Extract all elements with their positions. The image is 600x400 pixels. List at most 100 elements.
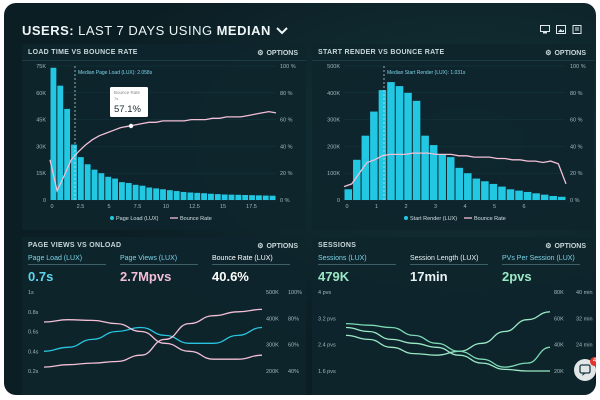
y-mid-tick-label: 40K <box>554 343 564 349</box>
kpi-value: 2.7Mpvs <box>120 269 172 284</box>
load-time-chart[interactable]: 75K 60K 45K 30K 15K 0 100 % 80 % 60 % 40 % 20 % 0 %… <box>22 44 306 230</box>
bar <box>353 159 361 200</box>
options-label: OPTIONS <box>554 242 586 250</box>
x-tick-label: 15 <box>220 204 226 210</box>
y-tick-label: 0.6s <box>28 330 39 336</box>
dashboard-header[interactable]: USERS: LAST 7 DAYS USING MEDIAN <box>22 23 288 38</box>
page-views-options[interactable]: ⚙ OPTIONS <box>257 242 298 251</box>
y-tick-label: 200K <box>327 144 340 150</box>
y-tick-label: 1s <box>28 290 34 296</box>
bar <box>242 194 249 200</box>
start-render-options[interactable]: ⚙ OPTIONS <box>545 49 586 58</box>
chevron-down-icon[interactable] <box>276 26 288 35</box>
panel-divider <box>312 60 594 61</box>
y-right-tick-label: 32 min <box>576 316 593 322</box>
x-tick-label: 0 <box>50 204 53 210</box>
y-right-tick-label: 40 % <box>570 144 583 150</box>
bar <box>50 67 57 200</box>
tooltip-value: 57.1% <box>114 104 141 115</box>
bar <box>523 191 532 200</box>
y-tick-label: 2.4 pvs <box>318 343 336 349</box>
kpi-value: 0.7s <box>28 269 54 284</box>
y-right-tick-label: 100% <box>288 290 302 296</box>
bar <box>91 169 98 200</box>
image-icon[interactable] <box>556 25 566 34</box>
y-tick-label: 0.8s <box>28 310 39 316</box>
bar <box>194 192 201 200</box>
options-label: OPTIONS <box>266 242 298 250</box>
y-right-tick-label: 40 min <box>576 290 593 296</box>
bar <box>395 86 404 200</box>
y-mid-tick-label: 60K <box>554 316 564 322</box>
bar <box>112 178 118 200</box>
bar <box>118 182 125 200</box>
y-tick-label: 15K <box>36 171 46 177</box>
y-mid-tick-label: 200K <box>266 369 279 375</box>
bar <box>180 191 187 200</box>
gear-icon: ⚙ <box>257 50 264 57</box>
x-tick-label: 2.5 <box>77 204 85 210</box>
y-tick-label: 4 pvs <box>318 290 331 296</box>
kpi-label: Bounce Rate (LUX) <box>212 255 290 265</box>
y-tick-label: 300K <box>327 118 340 124</box>
bar <box>166 190 173 200</box>
sessions-chart[interactable]: 4 pvs 3.2 pvs 2.4 pvs 1.6 pvs 80K 60K 40K 20K 40… <box>312 237 594 395</box>
sessions-panel: SESSIONS ⚙ OPTIONS Sessions (LUX) 479K Se… <box>312 237 594 395</box>
y-right-tick-label: 20 % <box>570 171 583 177</box>
x-tick-label: 10 <box>163 204 169 210</box>
gear-icon: ⚙ <box>545 50 552 57</box>
bar <box>187 192 194 200</box>
bar <box>77 157 84 200</box>
kpi-label: Session Length (LUX) <box>410 255 488 265</box>
series-line <box>345 326 550 372</box>
y-mid-tick-label: 500K <box>266 290 279 296</box>
series-line <box>43 326 263 352</box>
median-label: Median Start Render (LUX): 1.031s <box>387 70 466 76</box>
x-tick-label: 5 <box>107 204 110 210</box>
y-tick-label: 500K <box>327 64 340 70</box>
bar <box>344 189 353 200</box>
bar <box>262 195 269 200</box>
bar <box>173 191 180 200</box>
tooltip-subtitle: 7s <box>114 96 118 101</box>
bar <box>57 85 64 200</box>
options-label: OPTIONS <box>554 49 586 57</box>
bar <box>361 135 370 200</box>
kpi-value: 2pvs <box>502 269 532 284</box>
y-right-tick-label: 40% <box>288 369 299 375</box>
bar <box>421 135 429 200</box>
load-time-options[interactable]: ⚙ OPTIONS <box>257 49 298 58</box>
y-right-tick-label: 0 % <box>280 198 290 204</box>
bar <box>160 189 166 200</box>
y-tick-label: 60K <box>36 91 46 97</box>
dashboard-screen: USERS: LAST 7 DAYS USING MEDIAN LOAD TIM… <box>4 3 596 395</box>
x-tick-label: 6 <box>522 204 525 210</box>
document-icon[interactable] <box>572 25 582 34</box>
load-time-title: LOAD TIME VS BOUNCE RATE <box>28 49 138 56</box>
sessions-options[interactable]: ⚙ OPTIONS <box>545 242 586 251</box>
kpi-label: Page Load (LUX) <box>28 255 106 265</box>
kpi-sessions: Sessions (LUX) 479K <box>318 255 396 284</box>
legend-marker <box>110 216 114 220</box>
bounce-rate-line <box>343 152 567 188</box>
y-right-tick-label: 80 % <box>570 91 583 97</box>
page-views-chart[interactable]: 1s 0.8s 0.6s 0.4s 0.2s 500K 400K 300K 200K 100% 80… <box>22 237 306 395</box>
y-right-tick-label: 80% <box>288 316 299 322</box>
bar <box>201 193 208 200</box>
bar <box>404 92 412 200</box>
x-tick-label: 3 <box>434 204 437 210</box>
bar <box>208 193 214 200</box>
bar <box>255 195 262 200</box>
header-suffix: MEDIAN <box>216 23 271 38</box>
legend-label: Page Load (LUX) <box>116 216 159 222</box>
series-line <box>43 308 263 368</box>
panel-divider <box>22 60 306 61</box>
options-label: OPTIONS <box>266 49 298 57</box>
kpi-label: PVs Per Session (LUX) <box>502 255 580 265</box>
kpi-page-views: Page Views (LUX) 2.7Mpvs <box>120 255 198 284</box>
bar <box>146 187 153 200</box>
kpi-value: 479K <box>318 269 350 284</box>
monitor-icon[interactable] <box>540 25 550 34</box>
bar <box>84 164 91 200</box>
